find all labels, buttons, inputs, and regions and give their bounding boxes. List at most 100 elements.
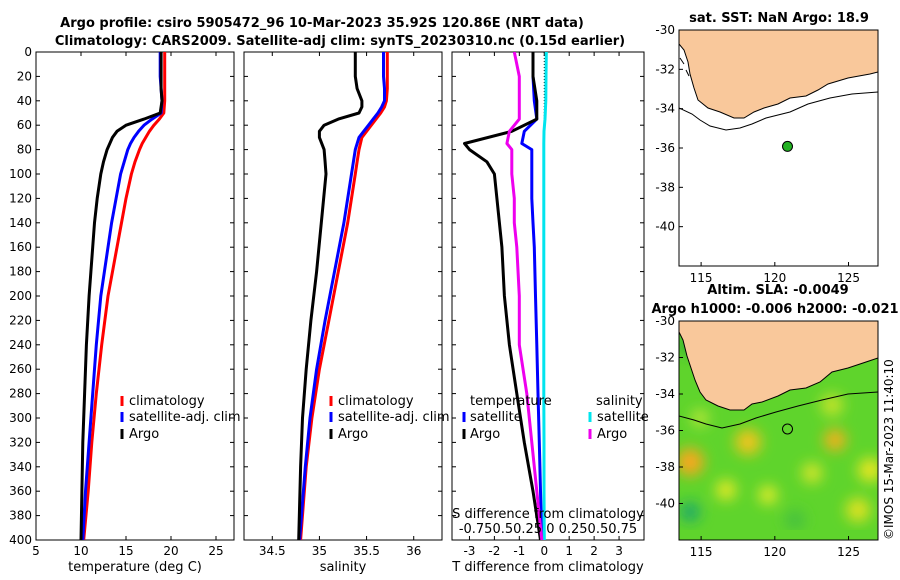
map-x-tick-label: 125 xyxy=(837,271,860,285)
map-y-tick-label: -36 xyxy=(655,424,675,438)
y-tick-label: 360 xyxy=(9,484,32,498)
australia-land xyxy=(679,30,878,119)
y-tick-label: 20 xyxy=(17,69,32,83)
map-y-tick-label: -38 xyxy=(655,460,675,474)
s-difference-ticks: -0.750.50.25 0 0.250.50.75 xyxy=(459,522,637,537)
legend-label-satellite: satellite-adj. clim xyxy=(338,410,450,425)
title-line-2: Climatology: CARS2009. Satellite-adj cli… xyxy=(55,34,625,49)
x-tick-label: 1 xyxy=(565,544,573,558)
legend-label-satellite: satellite-adj. clim xyxy=(129,410,241,425)
australia-land xyxy=(679,321,878,411)
map-y-tick-label: -32 xyxy=(655,62,675,76)
salinity-legend: climatology satellite-adj. clim Argo xyxy=(329,394,450,442)
salinity-axes-box xyxy=(243,51,443,541)
series-t-argo xyxy=(463,52,542,540)
temperature-lines xyxy=(79,52,167,540)
series-climatology xyxy=(299,52,389,540)
x-tick-label: 15 xyxy=(118,544,133,558)
legend-title-salinity: salinity xyxy=(596,394,643,409)
map-x-tick-label: 115 xyxy=(690,271,713,285)
y-tick-label: 100 xyxy=(9,167,32,181)
legend-label-s-satellite: satellite xyxy=(597,410,649,425)
sla-map-ticks: 115 120 125 -30 -32 -34 -36 -38 -40 xyxy=(655,314,860,559)
legend-label-argo: Argo xyxy=(338,427,368,442)
x-tick-label: 2 xyxy=(590,544,598,558)
legend-label-t-argo: Argo xyxy=(470,427,500,442)
x-tick-label: 5 xyxy=(32,544,40,558)
y-tick-label: 120 xyxy=(9,191,32,205)
difference-lines xyxy=(463,52,548,540)
difference-legend-temperature: temperature satellite Argo xyxy=(462,394,552,442)
temperature-xlabel: temperature (deg C) xyxy=(68,560,202,575)
legend-label-argo: Argo xyxy=(129,427,159,442)
series-climatology xyxy=(82,52,167,540)
map-x-tick-label: 120 xyxy=(763,271,786,285)
y-tick-label: 80 xyxy=(17,143,32,157)
x-tick-label: 36 xyxy=(406,544,421,558)
temperature-ticks: 5 10 15 20 25 0 20 40 60 80 100 120 140 160 180 200 220 2… xyxy=(9,45,234,558)
coast-detail xyxy=(679,57,690,77)
depth-contour xyxy=(679,91,878,131)
difference-axes-box xyxy=(451,51,645,541)
sla-map-title-1: Altim. SLA: -0.0049 xyxy=(707,283,848,298)
temperature-axes-box xyxy=(35,51,235,541)
y-tick-label: 220 xyxy=(9,313,32,327)
series-s-satellite xyxy=(542,52,548,540)
series-satellite-adj-clim xyxy=(298,52,386,540)
x-tick-label: 0 xyxy=(540,544,548,558)
s-difference-title: S difference from climatology xyxy=(452,507,644,522)
salinity-lines xyxy=(297,52,389,540)
map-x-tick-label: 120 xyxy=(763,545,786,559)
x-tick-label: -2 xyxy=(488,544,500,558)
x-tick-label: 25 xyxy=(208,544,223,558)
y-tick-label: 300 xyxy=(9,411,32,425)
difference-panel: -3 -2 -1 0 1 2 3 T difference from climatology… xyxy=(451,51,649,575)
map-x-tick-label: 125 xyxy=(837,545,860,559)
x-tick-label: 10 xyxy=(73,544,88,558)
difference-ticks: -3 -2 -1 0 1 2 3 xyxy=(452,51,644,558)
y-tick-label: 240 xyxy=(9,338,32,352)
sst-map: 115 120 125 -30 -32 -34 -36 -38 -40 xyxy=(655,23,879,285)
x-tick-label: 34.5 xyxy=(259,544,286,558)
salinity-xlabel: salinity xyxy=(320,560,367,575)
legend-title-temperature: temperature xyxy=(470,394,552,409)
y-tick-label: 340 xyxy=(9,460,32,474)
map-y-tick-label: -38 xyxy=(655,180,675,194)
difference-xlabel: T difference from climatology xyxy=(451,560,644,575)
map-x-tick-label: 115 xyxy=(690,545,713,559)
y-tick-label: 160 xyxy=(9,240,32,254)
map-y-tick-label: -36 xyxy=(655,141,675,155)
x-tick-label: -3 xyxy=(463,544,475,558)
sla-map: 115 120 125 -30 -32 -34 -36 -38 -40 xyxy=(655,314,879,559)
map-y-tick-label: -32 xyxy=(655,351,675,365)
x-tick-label: 3 xyxy=(615,544,623,558)
y-tick-label: 280 xyxy=(9,387,32,401)
x-tick-label: 35.5 xyxy=(353,544,380,558)
title-line-1: Argo profile: csiro 5905472_96 10-Mar-20… xyxy=(60,16,584,31)
imos-watermark: ©IMOS 15-Mar-2023 11:40:10 xyxy=(882,359,896,540)
legend-label-t-satellite: satellite xyxy=(470,410,522,425)
map-y-tick-label: -40 xyxy=(655,220,675,234)
y-tick-label: 140 xyxy=(9,216,32,230)
sst-map-ticks: 115 120 125 -30 -32 -34 -36 -38 -40 xyxy=(655,23,860,285)
sla-map-title-2: Argo h1000: -0.006 h2000: -0.021 xyxy=(651,302,898,317)
y-tick-label: 320 xyxy=(9,435,32,449)
x-tick-label: 20 xyxy=(163,544,178,558)
legend-label-climatology: climatology xyxy=(129,394,205,409)
series-argo xyxy=(297,52,364,540)
depth-contour xyxy=(679,391,878,429)
sst-map-title: sat. SST: NaN Argo: 18.9 xyxy=(689,11,869,26)
salinity-panel: 34.5 35 35.5 36 salinity climatology satell… xyxy=(243,51,450,575)
temperature-panel: 5 10 15 20 25 0 20 40 60 80 100 120 140 160 180 200 220 2… xyxy=(9,45,241,575)
map-y-tick-label: -30 xyxy=(655,314,675,328)
argo-float-marker xyxy=(782,140,793,152)
y-tick-label: 260 xyxy=(9,362,32,376)
legend-label-climatology: climatology xyxy=(338,394,414,409)
y-tick-label: 200 xyxy=(9,289,32,303)
salinity-ticks: 34.5 35 35.5 36 xyxy=(244,51,442,558)
difference-legend-salinity: salinity satellite Argo xyxy=(588,394,649,442)
argo-float-marker xyxy=(782,423,793,435)
x-tick-label: 35 xyxy=(312,544,327,558)
y-tick-label: 40 xyxy=(17,94,32,108)
